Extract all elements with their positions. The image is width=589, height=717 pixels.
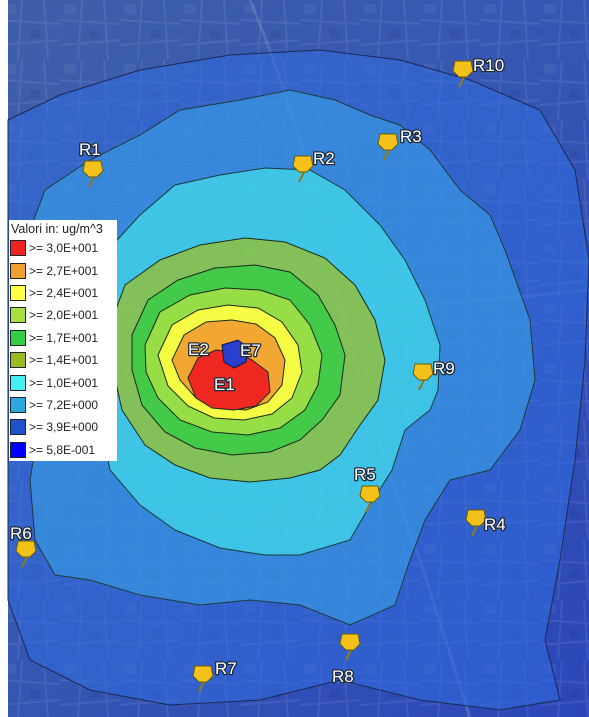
- receptor-label-r6: R6: [10, 524, 32, 543]
- legend-label: >= 3,0E+001: [29, 241, 99, 256]
- legend-swatch: [10, 262, 26, 279]
- receptor-pin-r10[interactable]: R10: [452, 55, 505, 88]
- legend-item: >= 3,0E+001: [9, 237, 117, 259]
- emitter-label-e2: E2: [188, 340, 209, 359]
- legend-item: >= 5,8E-001: [9, 439, 117, 461]
- receptor-label-r3: R3: [400, 127, 422, 146]
- legend-swatch: [10, 329, 26, 346]
- receptor-label-r7: R7: [215, 659, 237, 678]
- left-white-strip: [0, 0, 8, 717]
- legend-label: >= 1,4E+001: [29, 353, 99, 368]
- emitter-label-e1: E1: [214, 375, 235, 394]
- legend-label: >= 2,7E+001: [29, 263, 99, 278]
- receptor-pin-r1[interactable]: R1: [78, 139, 104, 188]
- receptor-pin-r8[interactable]: R8: [331, 633, 361, 687]
- legend-swatch: [10, 374, 26, 391]
- receptor-pin-r5[interactable]: R5: [353, 464, 381, 513]
- legend-item: >= 1,7E+001: [9, 327, 117, 349]
- legend-label: >= 3,9E+000: [29, 420, 99, 435]
- legend-swatch: [10, 419, 26, 436]
- receptor-pin-r3[interactable]: R3: [377, 126, 423, 161]
- source-core: [221, 339, 249, 369]
- legend-label: >= 1,0E+001: [29, 375, 99, 390]
- legend-swatch: [10, 396, 26, 413]
- legend-label: >= 5,8E-001: [29, 442, 96, 457]
- receptor-pin-r7[interactable]: R7: [192, 658, 238, 693]
- legend-label: >= 2,4E+001: [29, 285, 99, 300]
- receptor-label-r10: R10: [473, 56, 504, 75]
- receptor-label-r8: R8: [332, 667, 354, 686]
- legend-swatch: [10, 240, 26, 257]
- receptor-label-r5: R5: [354, 465, 376, 484]
- legend-item: >= 2,4E+001: [9, 282, 117, 304]
- emitter-label-e7: E7: [240, 341, 261, 360]
- legend-swatch: [10, 284, 26, 301]
- legend-swatch: [10, 441, 26, 458]
- legend-item: >= 1,0E+001: [9, 371, 117, 393]
- legend-swatch: [10, 352, 26, 369]
- receptor-pin-r4[interactable]: R4: [465, 509, 507, 537]
- legend-title: Valori in: ug/m^3: [11, 222, 103, 236]
- receptor-pin-r9[interactable]: R9: [412, 358, 456, 391]
- legend-label: >= 7,2E+000: [29, 397, 99, 412]
- legend-item: >= 7,2E+000: [9, 394, 117, 416]
- legend-swatch: [10, 307, 26, 324]
- receptor-label-r9: R9: [433, 359, 455, 378]
- receptor-pin-r2[interactable]: R2: [292, 148, 336, 183]
- legend-item: >= 3,9E+000: [9, 416, 117, 438]
- contour-30: [187, 349, 271, 411]
- legend-label: >= 2,0E+001: [29, 308, 99, 323]
- concentration-legend: Valori in: ug/m^3 >= 3,0E+001 >= 2,7E+00…: [9, 220, 117, 461]
- receptor-label-r1: R1: [79, 140, 101, 159]
- legend-label: >= 1,7E+001: [29, 330, 99, 345]
- legend-item: >= 2,0E+001: [9, 304, 117, 326]
- receptor-label-r2: R2: [313, 149, 335, 168]
- legend-item: >= 2,7E+001: [9, 259, 117, 281]
- receptor-pin-r6[interactable]: R6: [9, 523, 37, 568]
- legend-item: >= 1,4E+001: [9, 349, 117, 371]
- receptor-label-r4: R4: [484, 515, 506, 534]
